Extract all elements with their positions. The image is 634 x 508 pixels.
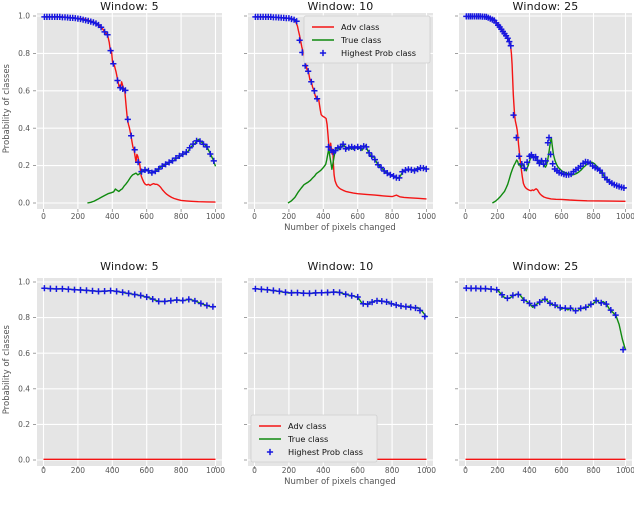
legend-label: True class xyxy=(340,35,381,45)
x-tick-label: 0 xyxy=(463,466,468,475)
x-tick-label: 600 xyxy=(554,466,569,475)
x-tick-label: 1000 xyxy=(206,212,225,221)
plot-title-bottom-window-5: Window: 5 xyxy=(100,260,159,273)
x-tick-label: 400 xyxy=(105,212,120,221)
plot-top-window-5: 0 200 400 600 800 1000 0.0 0.2 0.4 0.6 0.8 1.0 xyxy=(18,12,225,221)
x-tick-label: 0 xyxy=(252,212,257,221)
x-tick-label: 0 xyxy=(41,212,46,221)
x-tick-label: 800 xyxy=(586,466,601,475)
series-markers-highest xyxy=(41,13,217,176)
plot-title-bottom-window-25: Window: 25 xyxy=(512,260,579,273)
y-axis-label-bottom: Probability of classes xyxy=(2,325,12,415)
y-tick-label: 0.0 xyxy=(18,199,30,208)
plot-bottom-window-10: 0 200 400 600 800 1000 Adv class True class High… xyxy=(244,278,436,475)
plot-bottom-window-25: 0 200 400 600 800 1000 xyxy=(455,278,634,475)
x-tick-label: 1000 xyxy=(616,212,634,221)
plot-top-window-25: 0 200 400 600 800 1000 xyxy=(455,13,634,221)
x-tick-label: 600 xyxy=(140,466,155,475)
x-tick-label: 200 xyxy=(490,212,505,221)
x-tick-label: 800 xyxy=(174,466,189,475)
y-tick-label: 0.4 xyxy=(18,124,30,133)
x-tick-label: 600 xyxy=(554,212,569,221)
legend-label: Highest Prob class xyxy=(288,447,363,457)
y-tick-label: 1.0 xyxy=(18,12,30,21)
x-tick-label: 400 xyxy=(105,466,120,475)
x-tick-label: 800 xyxy=(174,212,189,221)
y-tick-label: 0.2 xyxy=(18,420,30,429)
x-tick-label: 1000 xyxy=(417,466,436,475)
x-tick-label: 400 xyxy=(522,212,537,221)
plot-top-window-10: 0 200 400 600 800 1000 Adv class True class High… xyxy=(244,13,436,221)
series-markers-highest xyxy=(463,285,627,353)
x-axis-label-top: Number of pixels changed xyxy=(284,223,396,233)
y-tick-label: 0.6 xyxy=(18,86,30,95)
x-axis-label-bottom: Number of pixels changed xyxy=(284,477,396,487)
x-tick-label: 0 xyxy=(41,466,46,475)
y-axis-label-top: Probability of classes xyxy=(2,64,12,154)
legend-label: True class xyxy=(287,434,328,444)
legend-label: Highest Prob class xyxy=(341,48,416,58)
x-tick-label: 200 xyxy=(282,466,297,475)
plot-title-top-window-10: Window: 10 xyxy=(307,0,374,13)
y-tick-label: 0.8 xyxy=(18,313,30,322)
x-tick-label: 0 xyxy=(463,212,468,221)
x-tick-label: 1000 xyxy=(206,466,225,475)
x-tick-label: 400 xyxy=(316,212,331,221)
plot-title-top-window-5: Window: 5 xyxy=(100,0,159,13)
x-tick-label: 1000 xyxy=(616,466,634,475)
x-tick-label: 200 xyxy=(490,466,505,475)
x-tick-label: 800 xyxy=(385,212,400,221)
series-markers-highest xyxy=(252,285,428,320)
x-tick-label: 800 xyxy=(385,466,400,475)
x-tick-label: 600 xyxy=(351,212,366,221)
x-tick-label: 1000 xyxy=(417,212,436,221)
x-tick-label: 400 xyxy=(522,466,537,475)
x-tick-label: 200 xyxy=(282,212,297,221)
x-tick-label: 400 xyxy=(316,466,331,475)
x-tick-label: 200 xyxy=(71,466,86,475)
x-tick-label: 600 xyxy=(351,466,366,475)
series-markers-highest xyxy=(252,13,430,181)
x-tick-label: 600 xyxy=(140,212,155,221)
plot-title-bottom-window-10: Window: 10 xyxy=(307,260,374,273)
y-tick-label: 0.8 xyxy=(18,49,30,58)
x-tick-label: 200 xyxy=(71,212,86,221)
x-tick-label: 0 xyxy=(252,466,257,475)
y-tick-label: 0.6 xyxy=(18,349,30,358)
series-markers-highest xyxy=(41,285,216,310)
legend-label: Adv class xyxy=(288,421,326,431)
y-tick-label: 0.4 xyxy=(18,384,30,393)
legend: Adv class True class Highest Prob class xyxy=(250,414,378,463)
plot-title-top-window-25: Window: 25 xyxy=(512,0,579,13)
plot-bottom-window-5: 0 200 400 600 800 1000 0.0 0.2 0.4 0.6 0.8 1.0 xyxy=(18,278,225,475)
x-tick-label: 800 xyxy=(586,212,601,221)
y-tick-label: 1.0 xyxy=(18,278,30,287)
legend: Adv class True class Highest Prob class xyxy=(303,15,431,64)
series-markers-highest xyxy=(463,13,627,191)
y-tick-label: 0.2 xyxy=(18,161,30,170)
legend-label: Adv class xyxy=(341,22,379,32)
y-tick-label: 0.0 xyxy=(18,456,30,465)
